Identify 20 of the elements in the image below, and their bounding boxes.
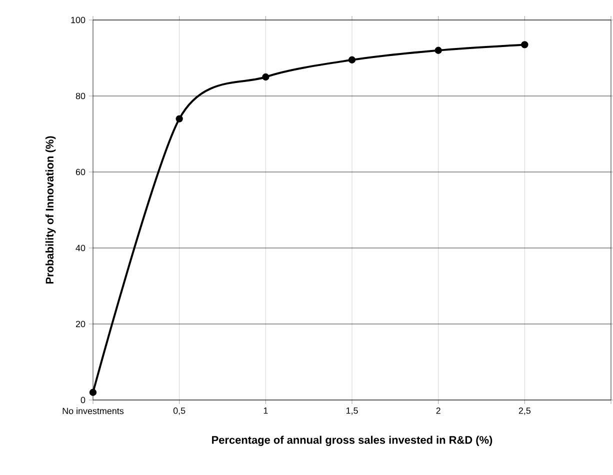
y-tick-label: 40 xyxy=(76,244,86,252)
x-tick-label: 1 xyxy=(264,408,268,414)
x-tick-label: 2,5 xyxy=(518,408,531,415)
y-axis-title: Probability of Innovation (%) xyxy=(45,136,56,284)
y-tick-label: 0 xyxy=(80,396,86,404)
y-tick-label: 60 xyxy=(76,168,86,176)
point xyxy=(521,41,528,48)
x-axis-title: Percentage of annual gross sales invested in R&D (%) xyxy=(212,436,492,446)
x-tick-label: 2 xyxy=(436,408,440,414)
y-tick-label: 20 xyxy=(76,320,86,328)
point xyxy=(434,46,442,54)
x-tick-label: 0,5 xyxy=(173,408,186,415)
point xyxy=(348,56,356,64)
x-tick-label: No investments xyxy=(62,408,124,414)
y-tick-label: 100 xyxy=(71,16,86,24)
point xyxy=(176,115,183,122)
x-tick-label: 1,5 xyxy=(346,408,358,415)
point xyxy=(89,388,97,396)
point xyxy=(262,73,270,81)
y-tick-label: 80 xyxy=(76,92,86,100)
